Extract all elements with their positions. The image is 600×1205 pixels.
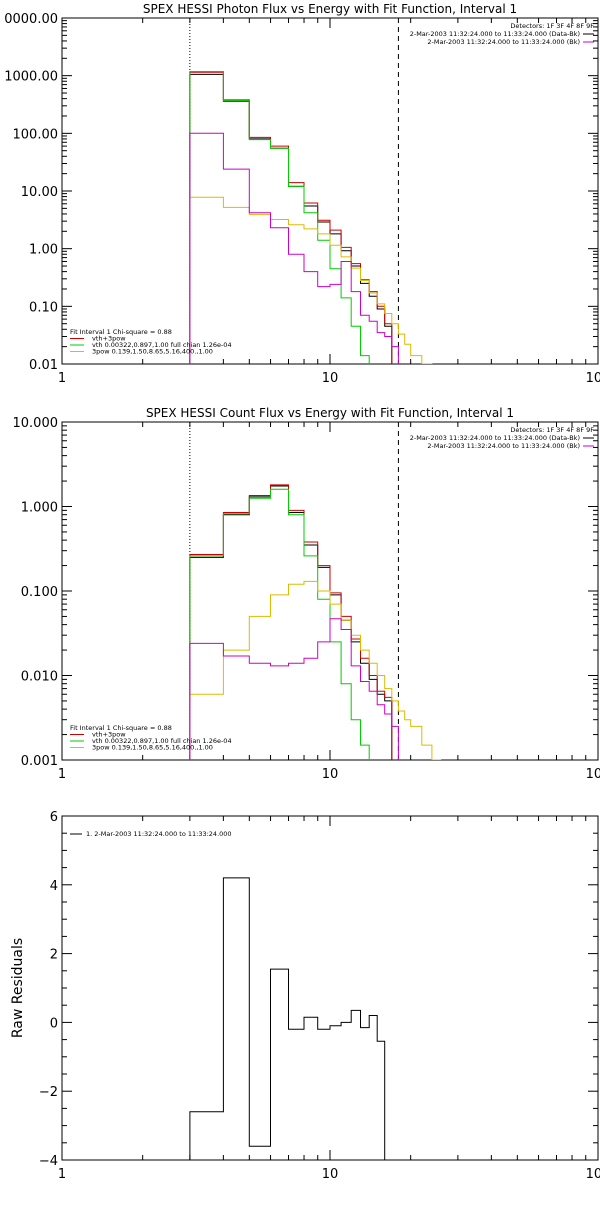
x-tick-label: 1 xyxy=(58,371,66,386)
legend-entry-label: vth+3pow xyxy=(92,335,126,343)
y-axis-label: Raw Residuals xyxy=(10,938,26,1038)
legend-entry-label: 2-Mar-2003 11:32:24.000 to 11:33:24.000 … xyxy=(427,442,580,450)
series-vth-line xyxy=(189,488,386,760)
series-vth-line xyxy=(189,71,386,364)
y-tick-label: 6 xyxy=(50,810,58,825)
y-tick-label: 0.010 xyxy=(21,670,58,685)
legend-entry-label: 2-Mar-2003 11:32:24.000 to 11:33:24.000 … xyxy=(410,434,580,442)
y-tick-label: 0.10 xyxy=(29,300,58,315)
y-tick-label: 1.00 xyxy=(29,243,58,258)
series-vth-3pow-line xyxy=(189,71,393,364)
y-tick-label: 0.01 xyxy=(29,358,58,373)
y-tick-label: 1.000 xyxy=(21,501,58,516)
legend-detectors: Detectors: 1F 3F 4F 8F 9F xyxy=(510,22,594,30)
series-data-bk-line xyxy=(189,73,393,364)
y-tick-label: 0.001 xyxy=(21,754,58,769)
x-tick-label: 100 xyxy=(586,767,600,782)
legend-detectors: Detectors: 1F 3F 4F 8F 9F xyxy=(510,426,594,434)
x-tick-label: 10 xyxy=(322,1167,339,1182)
series-data-bk-line xyxy=(189,485,393,760)
y-tick-label: 10.000 xyxy=(13,416,59,431)
plot-frame-0 xyxy=(61,17,599,365)
x-tick-label: 100 xyxy=(586,371,600,386)
x-tick-label: 100 xyxy=(586,1167,600,1182)
legend-entry-label: 3pow 0.139,1.50,8.65,5.16,400.,1.00 xyxy=(92,744,213,752)
chart-title: SPEX HESSI Photon Flux vs Energy with Fi… xyxy=(143,2,517,16)
legend-entry-label: vth 0.00322,0.897,1.00 full chian 1.26e-… xyxy=(92,737,232,745)
legend-entry-label: 2-Mar-2003 11:32:24.000 to 11:33:24.000 … xyxy=(410,30,580,38)
legend-entry-label: 3pow 0.139,1.50,8.65,5.16,400.,1.00 xyxy=(92,348,213,356)
series-3pow-line xyxy=(189,580,442,760)
x-tick-label: 1 xyxy=(58,767,66,782)
y-tick-label: 10.00 xyxy=(21,185,58,200)
y-tick-label: 4 xyxy=(50,879,58,894)
legend-entry-label: 1. 2-Mar-2003 11:32:24.000 to 11:33:24.0… xyxy=(86,830,232,838)
y-tick-label: 0.100 xyxy=(21,585,58,600)
y-tick-label: 1000.00 xyxy=(4,70,58,85)
y-tick-label: 2 xyxy=(50,948,58,963)
y-tick-label: −4 xyxy=(39,1154,58,1169)
y-tick-label: −2 xyxy=(39,1085,58,1100)
legend-fit-header: Fit Interval 1 Chi-square = 0.88 xyxy=(70,724,172,732)
x-tick-label: 10 xyxy=(322,371,339,386)
legend-entry-label: vth+3pow xyxy=(92,731,126,739)
series-vth-3pow-line xyxy=(189,484,393,760)
legend-entry-label: vth 0.00322,0.897,1.00 full chian 1.26e-… xyxy=(92,341,232,349)
series-residuals-line xyxy=(189,877,386,1160)
y-tick-label: 0 xyxy=(50,1016,58,1031)
legend-entry-label: 2-Mar-2003 11:32:24.000 to 11:33:24.000 … xyxy=(427,38,580,46)
x-tick-label: 10 xyxy=(322,767,339,782)
chart-title: SPEX HESSI Count Flux vs Energy with Fit… xyxy=(146,406,514,420)
series-bk-line xyxy=(189,132,399,364)
legend-fit-header: Fit Interval 1 Chi-square = 0.88 xyxy=(70,328,172,336)
plot-frame-2 xyxy=(61,815,599,1161)
x-tick-label: 1 xyxy=(58,1167,66,1182)
y-tick-label: 0000.00 xyxy=(4,12,58,27)
y-tick-label: 100.00 xyxy=(13,127,59,142)
series-bk-line xyxy=(189,618,399,760)
